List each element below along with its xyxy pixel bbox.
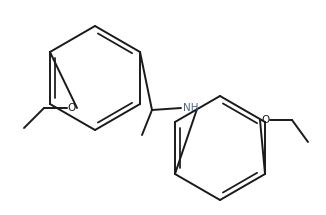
Text: NH: NH	[183, 103, 199, 113]
Text: O: O	[68, 103, 76, 113]
Text: O: O	[261, 115, 269, 125]
